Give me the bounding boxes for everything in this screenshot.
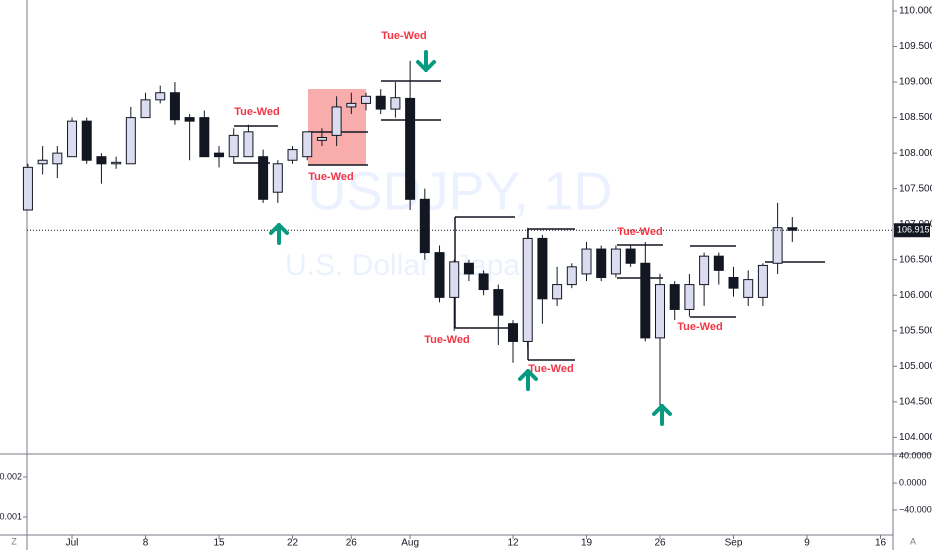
y-tick-label: 104.500: [899, 396, 932, 407]
x-tick-label: 8: [143, 538, 149, 549]
annotation: Tue-Wed: [234, 106, 279, 118]
candle-body: [287, 149, 298, 161]
candle-body: [111, 161, 122, 165]
auto-scale-toggle[interactable]: A: [910, 536, 916, 546]
x-tick-label: 26: [346, 538, 358, 549]
candle-body: [625, 248, 636, 264]
candle-body: [728, 276, 739, 289]
y-tick-label: 108.500: [899, 112, 932, 123]
y2-tick-label: −40.0000: [899, 504, 932, 514]
watermark: USDJPY, 1D: [307, 161, 612, 221]
x-tick-label: 15: [213, 538, 225, 549]
candle-body: [655, 284, 666, 339]
x-tick-label: 16: [875, 538, 887, 549]
candle-body: [214, 152, 225, 158]
arrow-head: [652, 404, 672, 416]
annotation: Tue-Wed: [308, 171, 353, 183]
candle-body: [610, 248, 621, 275]
arrow-head: [416, 60, 436, 72]
candle-body: [478, 273, 489, 291]
candle-body: [67, 120, 78, 158]
candle-body: [52, 152, 63, 165]
x-tick-label: Sep: [725, 538, 743, 549]
candle-body: [566, 266, 577, 286]
candle-body: [522, 237, 533, 342]
candle-body: [669, 284, 680, 310]
y-tick-label: 110.000: [899, 6, 932, 17]
candle-body: [140, 99, 151, 119]
candle-body: [96, 156, 107, 165]
candle-body: [272, 163, 283, 193]
x-tick-label: 12: [507, 538, 519, 549]
candle-body: [405, 97, 416, 200]
x-tick-label: 19: [581, 538, 593, 549]
x-tick-label: 22: [287, 538, 299, 549]
candle-body: [743, 279, 754, 298]
candle-body: [713, 255, 724, 271]
candle-body: [228, 134, 239, 158]
candle-body: [375, 95, 386, 110]
annotation: Tue-Wed: [424, 334, 469, 346]
annotation: Tue-Wed: [677, 321, 722, 333]
candle-body: [684, 284, 695, 310]
y-tick-label: 108.000: [899, 148, 932, 159]
annotation: Tue-Wed: [381, 30, 426, 42]
y-tick-label: 0.001: [0, 511, 22, 521]
annotation: Tue-Wed: [617, 226, 662, 238]
candle-body: [390, 97, 401, 110]
candle-body: [537, 237, 548, 300]
y-tick-label: 106.500: [899, 254, 932, 265]
candle-body: [508, 323, 519, 342]
candle-body: [772, 227, 783, 264]
candle-body: [302, 131, 313, 158]
candle-body: [199, 117, 210, 158]
candle-body: [581, 248, 592, 275]
x-tick-label: Jul: [66, 538, 79, 549]
x-tick-label: 26: [654, 538, 666, 549]
arrow-head: [518, 369, 538, 381]
candle-body: [699, 255, 710, 286]
candle-body: [37, 159, 48, 165]
y-tick-label: 0.002: [0, 471, 22, 481]
y-tick-label: 105.500: [899, 325, 932, 336]
y2-tick-label: 0.0000: [899, 477, 927, 487]
candle-body: [331, 106, 342, 136]
last-price-label: 106.915: [897, 225, 930, 235]
candle-body: [361, 95, 372, 104]
candle-body: [316, 136, 327, 141]
candle-body: [22, 166, 33, 211]
y-tick-label: 109.000: [899, 77, 932, 88]
candle-body: [419, 198, 430, 254]
candle-body: [640, 262, 651, 339]
candle-body: [596, 248, 607, 278]
annotation: Tue-Wed: [528, 363, 573, 375]
candle-body: [125, 117, 136, 165]
arrow-head: [269, 223, 289, 235]
candle-body: [258, 156, 269, 200]
x-tick-label: 9: [804, 538, 810, 549]
y-tick-label: 104.000: [899, 432, 932, 443]
y-tick-label: 109.500: [899, 41, 932, 52]
candle-body: [552, 284, 563, 300]
x-tick-label: Aug: [401, 538, 419, 549]
y-tick-label: 106.000: [899, 290, 932, 301]
y-tick-label: 107.500: [899, 183, 932, 194]
last-price-tag: [894, 223, 930, 238]
candle-body: [169, 92, 180, 121]
candle-body: [155, 92, 166, 101]
y2-tick-label: 40.0000: [899, 450, 932, 460]
candle-body: [243, 131, 254, 158]
candle-body: [434, 252, 445, 298]
candle-body: [493, 289, 504, 316]
candle-body: [81, 120, 92, 161]
y-tick-label: 105.000: [899, 361, 932, 372]
candle-body: [757, 264, 768, 298]
candle-body: [184, 117, 195, 122]
scale-toggle[interactable]: Z: [11, 536, 17, 546]
candle-body: [463, 262, 474, 275]
candle-body: [346, 102, 357, 108]
candle-body: [449, 261, 460, 298]
